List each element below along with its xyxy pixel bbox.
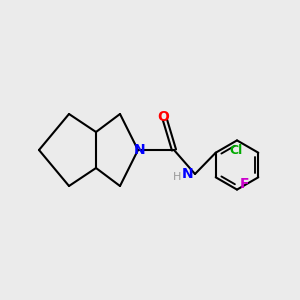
Text: F: F xyxy=(240,177,249,190)
Text: H: H xyxy=(173,172,181,182)
Text: Cl: Cl xyxy=(229,144,242,158)
Text: O: O xyxy=(158,110,169,124)
Text: N: N xyxy=(134,143,145,157)
Text: N: N xyxy=(182,167,193,181)
